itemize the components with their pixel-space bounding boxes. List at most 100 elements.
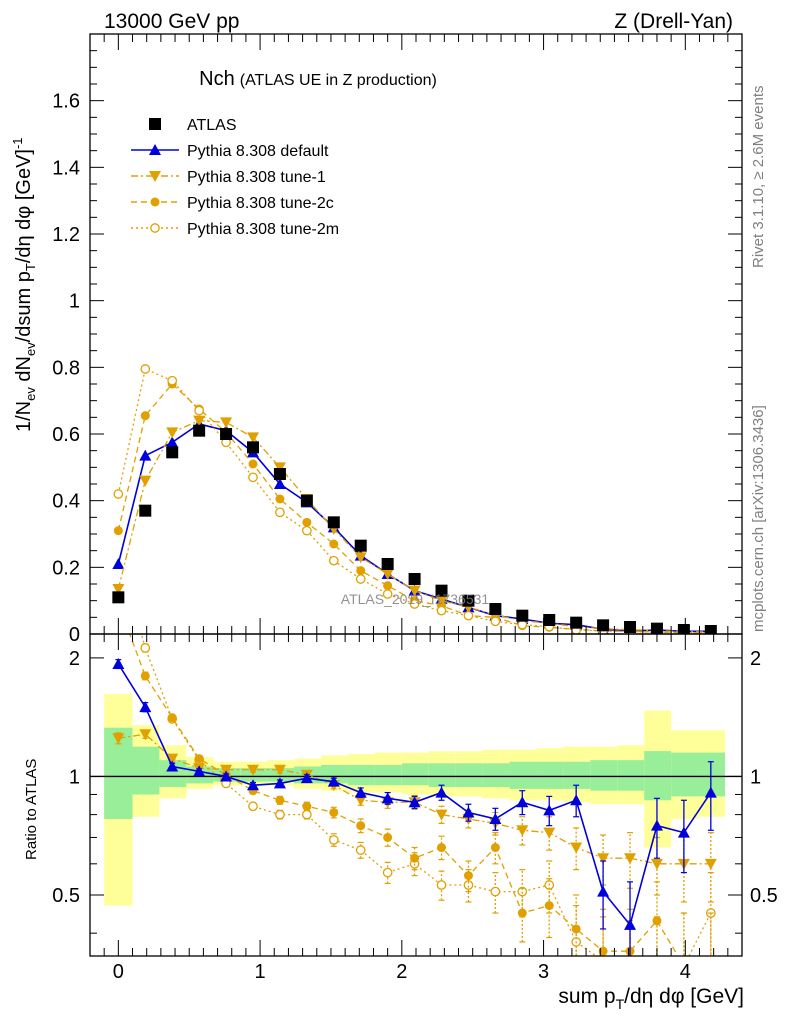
data-point xyxy=(300,494,313,507)
data-point xyxy=(704,625,717,634)
ratio-point xyxy=(652,916,662,926)
data-point xyxy=(139,475,152,487)
ratio-point xyxy=(624,918,637,930)
data-point xyxy=(328,555,339,566)
analysis-watermark: ATLAS_2019_I1736531 xyxy=(341,591,490,607)
ratio-point xyxy=(140,671,150,681)
data-point xyxy=(354,552,367,564)
band-1sigma xyxy=(644,751,672,801)
data-point xyxy=(166,436,179,448)
ratio-point xyxy=(517,908,527,918)
band-1sigma xyxy=(240,768,268,782)
data-point xyxy=(167,375,178,386)
ratio-point xyxy=(463,880,474,890)
ratio-point xyxy=(273,777,286,789)
ratio-point xyxy=(248,801,258,812)
data-point xyxy=(193,424,206,437)
ratio-point xyxy=(626,962,634,970)
data-point xyxy=(435,584,448,597)
ratio-point xyxy=(166,753,179,765)
legend-label: Pythia 8.308 tune-1 xyxy=(187,169,326,186)
data-point xyxy=(112,584,125,595)
data-point xyxy=(113,526,123,536)
main-y-axis-label: 1/Nev dNev/dsum pT/dη dφ [GeV]-1 xyxy=(10,137,38,432)
band-1sigma xyxy=(617,760,645,791)
process-label: Z (Drell-Yan) xyxy=(614,10,733,33)
data-point xyxy=(140,411,150,421)
data-point xyxy=(140,364,151,374)
data-point xyxy=(166,446,179,459)
data-point xyxy=(247,432,259,444)
ratio-point xyxy=(381,792,394,804)
ratio-point xyxy=(355,845,366,855)
tick-label: 1.6 xyxy=(52,91,80,113)
tick-label: 0.4 xyxy=(52,491,80,513)
legend-label: ATLAS xyxy=(187,117,237,134)
chart-subtitle: (ATLAS UE in Z production) xyxy=(240,72,437,89)
ratio-point xyxy=(166,760,179,772)
data-point xyxy=(543,614,556,626)
ratio-point xyxy=(302,801,312,811)
legend-entry: Pythia 8.308 tune-1 xyxy=(131,169,326,186)
ratio-point xyxy=(410,853,420,863)
ratio-point xyxy=(489,812,502,824)
tick-label: 1 xyxy=(69,766,80,788)
tick-label: 1.4 xyxy=(52,157,80,179)
band-1sigma xyxy=(347,764,375,786)
tick-label: 1 xyxy=(750,766,761,788)
chart-title-main: Nch xyxy=(199,68,235,90)
data-point xyxy=(570,616,583,629)
tick-label: 1 xyxy=(69,291,80,313)
ratio-point xyxy=(437,843,447,853)
energy-label: 13000 GeV pp xyxy=(104,10,239,33)
data-point xyxy=(220,417,233,429)
ratio-point xyxy=(704,858,717,870)
ratio-point xyxy=(275,809,285,820)
tick-label: 2 xyxy=(750,648,761,670)
ratio-point xyxy=(220,770,233,782)
series-line xyxy=(117,368,711,634)
ratio-point xyxy=(490,886,501,897)
ratio-point xyxy=(516,796,529,808)
ratio-point xyxy=(704,786,717,798)
data-point xyxy=(408,573,421,585)
data-point xyxy=(382,589,393,599)
band-1sigma xyxy=(671,752,699,797)
data-point xyxy=(273,468,286,480)
ratio-y-axis-label: Ratio to ATLAS xyxy=(23,759,40,860)
tick-label: 0.8 xyxy=(52,357,80,379)
data-point xyxy=(381,569,394,580)
legend-marker xyxy=(150,223,160,233)
band-1sigma xyxy=(563,761,591,789)
band-1sigma xyxy=(536,761,564,789)
ratio-point xyxy=(544,901,554,911)
legend-label: Pythia 8.308 tune-2c xyxy=(187,195,334,212)
legend-marker xyxy=(149,171,161,182)
ratio-point xyxy=(193,765,206,777)
axis-ticks xyxy=(89,33,743,956)
ratio-point xyxy=(570,842,583,854)
legend-marker xyxy=(149,144,161,155)
legend-entry: Pythia 8.308 tune-2c xyxy=(131,195,334,212)
ratio-point xyxy=(356,821,366,831)
ratio-point xyxy=(247,779,259,791)
rivet-version-label: Rivet 3.1.10, ≥ 2.6M events xyxy=(750,86,767,269)
tick-label: 0.5 xyxy=(52,885,80,907)
data-point xyxy=(356,566,366,576)
ratio-point xyxy=(677,826,690,838)
band-1sigma xyxy=(374,764,402,786)
ratio-point xyxy=(599,957,607,965)
series-line xyxy=(117,383,711,634)
ratio-point xyxy=(462,806,475,818)
ratio-point xyxy=(327,775,340,787)
ratio-point xyxy=(597,853,610,865)
data-point xyxy=(355,574,366,584)
legend-entry: Pythia 8.308 tune-2m xyxy=(131,221,339,238)
data-point xyxy=(139,504,152,517)
ratio-point xyxy=(140,643,151,653)
ratio-point xyxy=(517,886,528,897)
data-point xyxy=(517,619,528,630)
data-point xyxy=(275,494,285,504)
ratio-point xyxy=(543,827,556,839)
band-1sigma xyxy=(428,763,456,788)
